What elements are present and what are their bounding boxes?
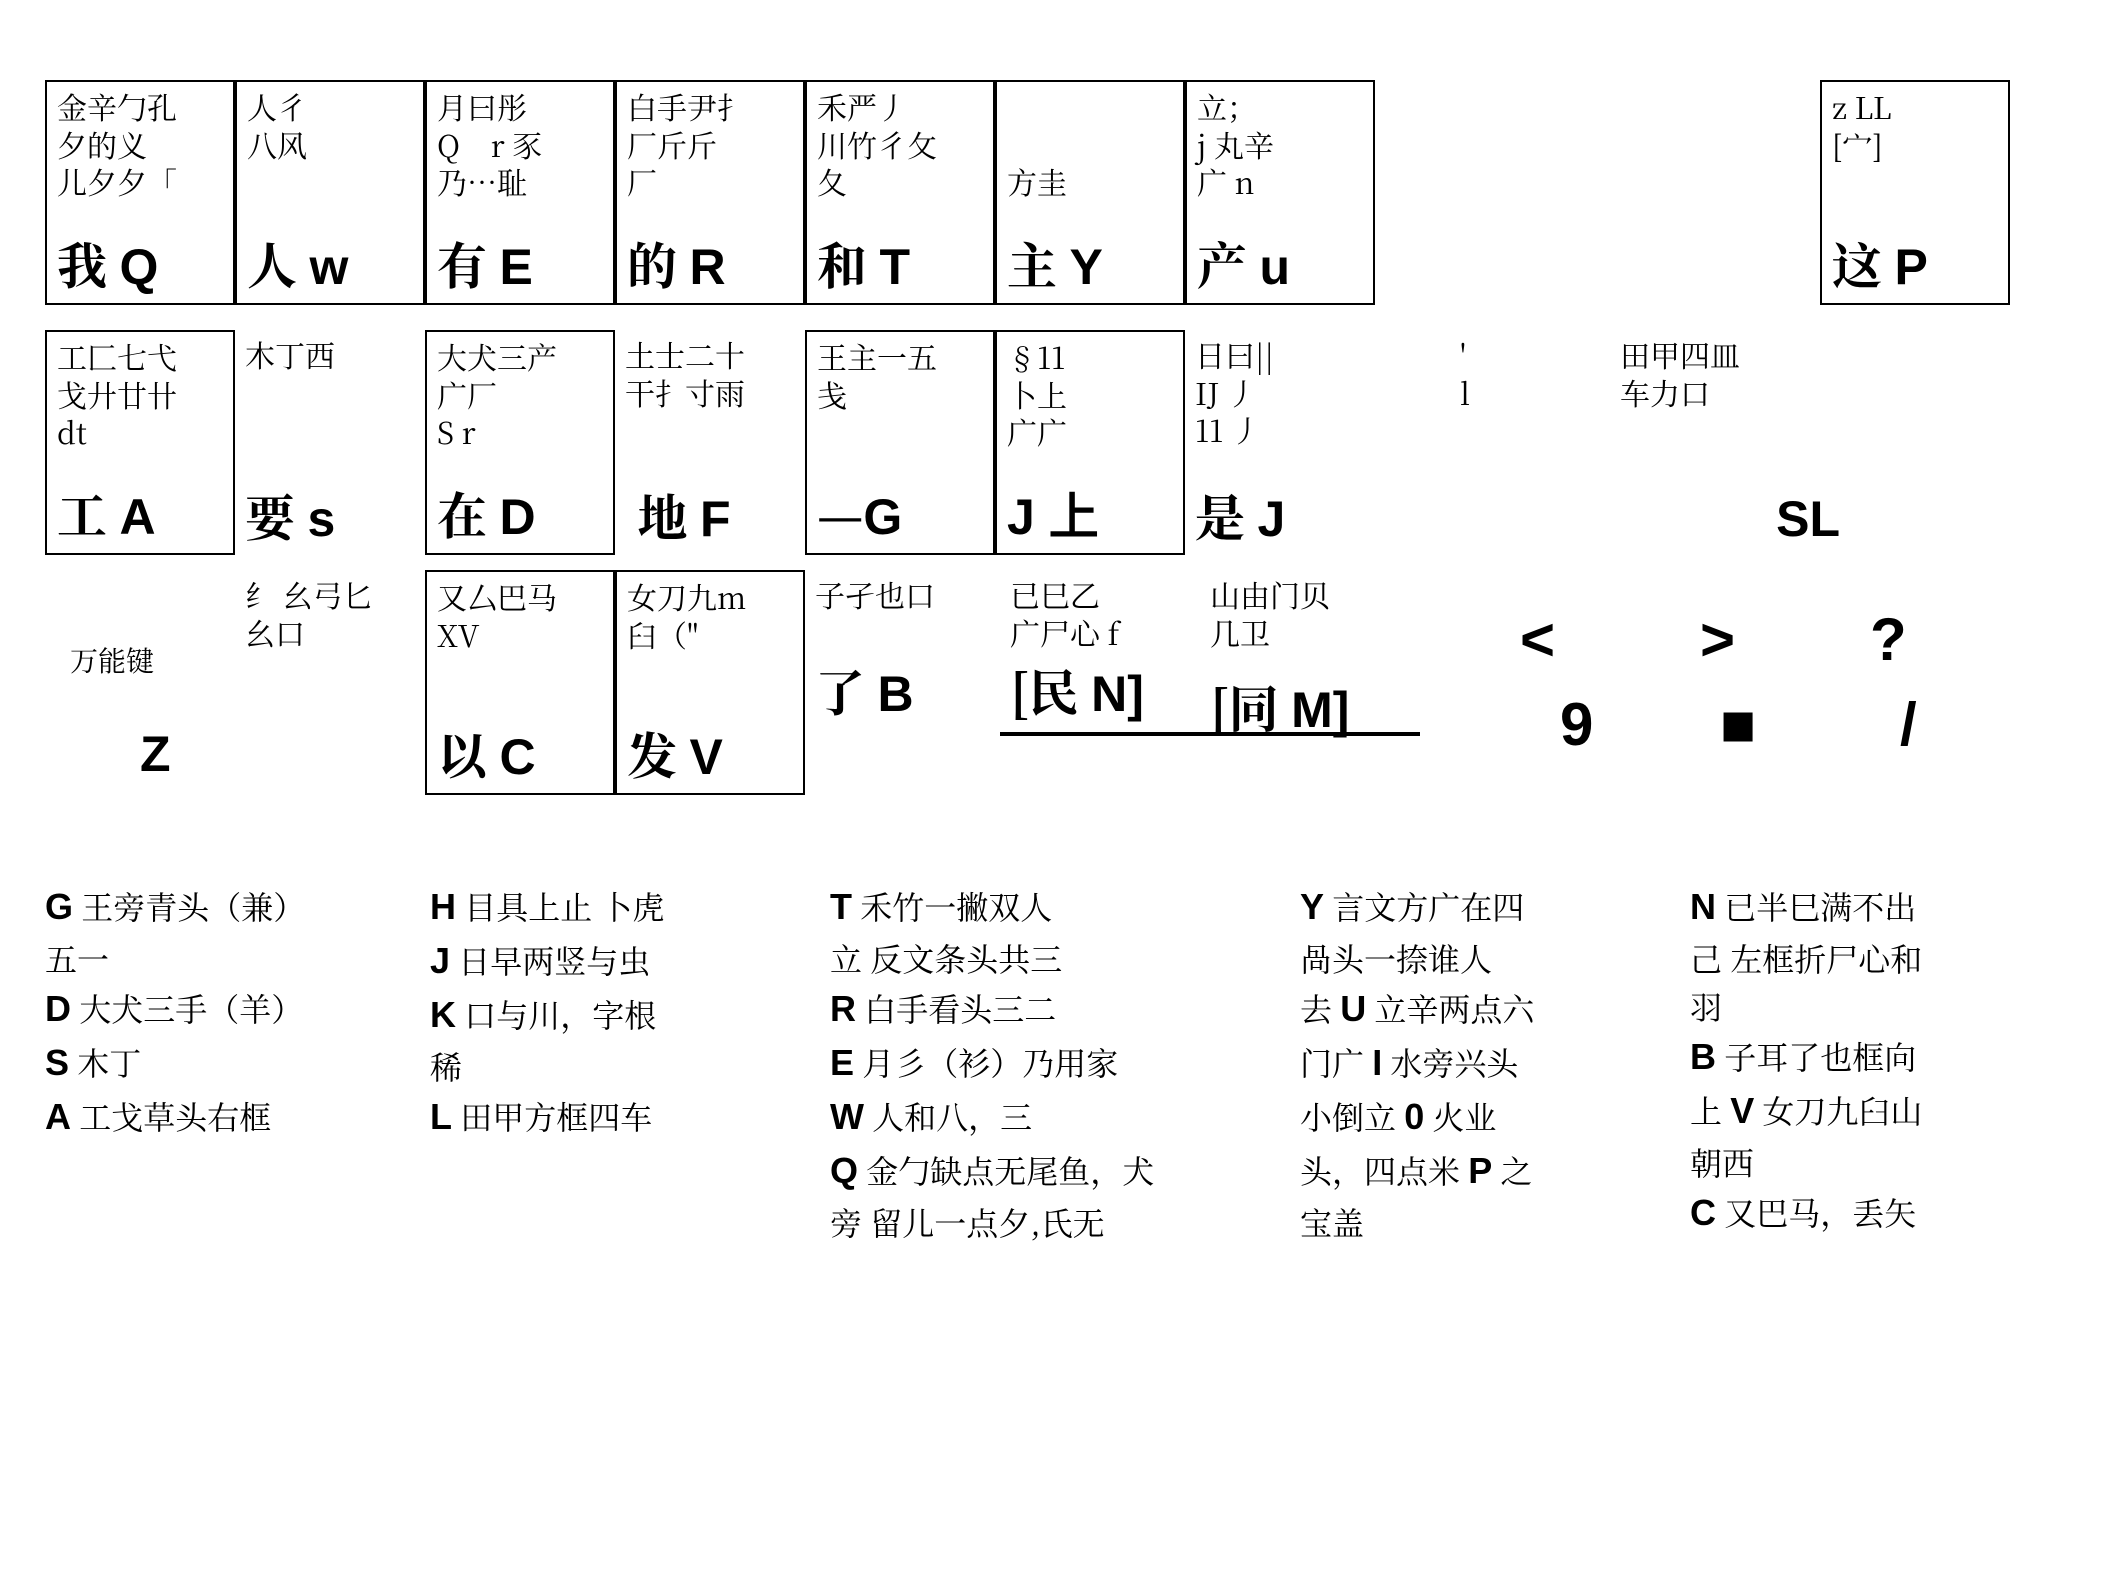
key-V-hanzi: 发: [627, 717, 677, 789]
key-G: 王主一五 戋 —G: [805, 330, 995, 555]
key-A-components: 工匚七弋 戈廾廿卄 dt: [57, 338, 223, 451]
key-L-latin: SL: [1776, 491, 1840, 547]
key-U-hanzi: 产: [1197, 227, 1247, 299]
key-D-latin: D: [500, 489, 536, 545]
key-S-components: 木丁西: [245, 336, 415, 374]
mnemonics-col5: N 已半巳满不出己 左框折尸心和 羽B 子耳了也框向上 V 女刀九臼山 朝西C …: [1690, 880, 2070, 1240]
key-H: §11 卜上 广广 J 上: [995, 330, 1185, 555]
underline-bar: [1000, 732, 1420, 736]
key-F: 土士二十 干扌寸雨 地 F: [615, 330, 805, 555]
key-U-latin: u: [1260, 239, 1291, 295]
key-T-latin: T: [880, 239, 911, 295]
mnemonics-col3: T 禾竹一撇双人立 反文条头共三R 白手看头三二E 月彡（衫）乃用家W 人和八，…: [830, 880, 1250, 1246]
key-R-components: 白手尹扌 厂斤斤 厂: [627, 88, 793, 201]
key-F-latin: F: [700, 491, 731, 547]
key-G-hanzi: —: [817, 477, 863, 549]
key-Y: 方圭 主 Y: [995, 80, 1185, 305]
key-D-hanzi: 在: [437, 477, 487, 549]
key-E-hanzi: 有: [437, 227, 487, 299]
key-S-hanzi: 要: [245, 479, 295, 551]
key-D-components: 大犬三产 广厂 S r: [437, 338, 603, 451]
key-X: 纟 幺弓匕 幺口: [235, 570, 425, 795]
key-Q-latin: Q: [120, 239, 159, 295]
key-E-latin: E: [500, 239, 533, 295]
key-X-components: 纟 幺弓匕 幺口: [245, 576, 415, 651]
key-J: 日曰|| IJ 丿 11 丿 是 J: [1185, 330, 1375, 555]
key-V-latin: V: [690, 729, 723, 785]
key-B-components: 子孑也口: [815, 576, 985, 614]
key-R-hanzi: 的: [627, 227, 677, 299]
key-A-latin: A: [120, 489, 156, 545]
key-L-components: 田甲四皿 车力口: [1620, 336, 1860, 411]
key-C-hanzi: 以: [437, 717, 487, 789]
key-F-hanzi: 地: [638, 479, 688, 551]
key-H-main: J 上: [1007, 489, 1099, 545]
key-M-components: 山由门贝 几卫: [1210, 576, 1430, 651]
key-G-latin: G: [863, 489, 902, 545]
key-W-hanzi: 人: [247, 227, 297, 299]
key-P-latin: P: [1895, 239, 1928, 295]
key-J-latin: J: [1258, 491, 1286, 547]
key-M-latin: M]: [1291, 682, 1349, 738]
key-Y-components: 方圭: [1007, 88, 1173, 201]
key-F-components: 土士二十 干扌寸雨: [625, 336, 795, 411]
key-A: 工匚七弋 戈廾廿卄 dt 工 A: [45, 330, 235, 555]
key-Q: 金辛勹孔 夕的义 儿夕夕「 我 Q: [45, 80, 235, 305]
key-J-hanzi: 是: [1195, 479, 1245, 551]
key-U: 立； j 丸辛 广 n 产 u: [1185, 80, 1375, 305]
key-G-components: 王主一五 戋: [817, 338, 983, 413]
key-J-components: 日曰|| IJ 丿 11 丿: [1195, 336, 1365, 449]
key-E-components: 月曰彤 Q r 豕 乃…耻: [437, 88, 603, 201]
key-T-components: 禾严丿 川竹彳攵 夂: [817, 88, 983, 201]
key-P-hanzi: 这: [1832, 227, 1882, 299]
symbol-nine: 9: [1560, 690, 1593, 759]
mnemonics-col2: H 目具上止 卜虎J 日早两竖与虫K 口与川，字根稀L 田甲方框四车: [430, 880, 780, 1144]
mnemonics-col4: Y 言文方广在四 咼头一捺谁人去 U 立辛两点六门广 I 水旁兴头小倒立 0 火…: [1300, 880, 1660, 1246]
key-D: 大犬三产 广厂 S r 在 D: [425, 330, 615, 555]
key-C: 又厶巴马 XV 以 C: [425, 570, 615, 795]
key-V-components: 女刀九m 臼（": [627, 578, 793, 653]
key-V: 女刀九m 臼（" 发 V: [615, 570, 805, 795]
key-E: 月曰彤 Q r 豕 乃…耻 有 E: [425, 80, 615, 305]
mnemonics-col1: G 王旁青头（兼）五一D 大犬三手（羊）S 木丁A 工戈草头右框: [45, 880, 395, 1144]
key-N-hanzi: [民: [1010, 654, 1079, 726]
key-P-components: z LL [宀]: [1832, 88, 1998, 163]
key-W-components: 人彳 八风: [247, 88, 413, 163]
key-R: 白手尹扌 厂斤斤 厂 的 R: [615, 80, 805, 305]
wubi-keyboard-diagram: 金辛勹孔 夕的义 儿夕夕「 我 Q 人彳 八风 人 w 月曰彤 Q r 豕 乃……: [0, 0, 2112, 1586]
key-K-components: ' l: [1460, 336, 1630, 411]
key-B-latin: B: [878, 666, 914, 722]
key-N-latin: N]: [1091, 666, 1144, 722]
key-R-latin: R: [690, 239, 726, 295]
key-W-latin: w: [310, 239, 349, 295]
key-S-latin: s: [308, 491, 336, 547]
key-T: 禾严丿 川竹彳攵 夂 和 T: [805, 80, 995, 305]
key-N-components: 已巳乙 广尸心 f: [1010, 576, 1230, 651]
symbol-lt: <: [1520, 605, 1555, 674]
key-B: 子孑也口 了 B: [805, 570, 995, 730]
key-L: 田甲四皿 车力口 SL: [1610, 330, 1870, 555]
symbol-block: ■: [1720, 690, 1756, 759]
key-C-components: 又厶巴马 XV: [437, 578, 603, 653]
key-Q-components: 金辛勹孔 夕的义 儿夕夕「: [57, 88, 223, 201]
key-C-latin: C: [500, 729, 536, 785]
key-P: z LL [宀] 这 P: [1820, 80, 2010, 305]
symbol-qm: ?: [1870, 605, 1907, 674]
key-U-components: 立； j 丸辛 广 n: [1197, 88, 1363, 201]
key-A-hanzi: 工: [57, 477, 107, 549]
key-H-components: §11 卜上 广广: [1007, 338, 1173, 451]
key-Z-latin: Z: [140, 726, 171, 782]
key-Y-hanzi: 主: [1007, 227, 1057, 299]
symbol-slash: /: [1900, 690, 1917, 759]
key-Q-hanzi: 我: [57, 227, 107, 299]
key-S: 木丁西 要 s: [235, 330, 425, 555]
key-Y-latin: Y: [1070, 239, 1103, 295]
key-T-hanzi: 和: [817, 227, 867, 299]
key-W: 人彳 八风 人 w: [235, 80, 425, 305]
key-B-hanzi: 了: [815, 654, 865, 726]
symbol-gt: >: [1700, 605, 1735, 674]
